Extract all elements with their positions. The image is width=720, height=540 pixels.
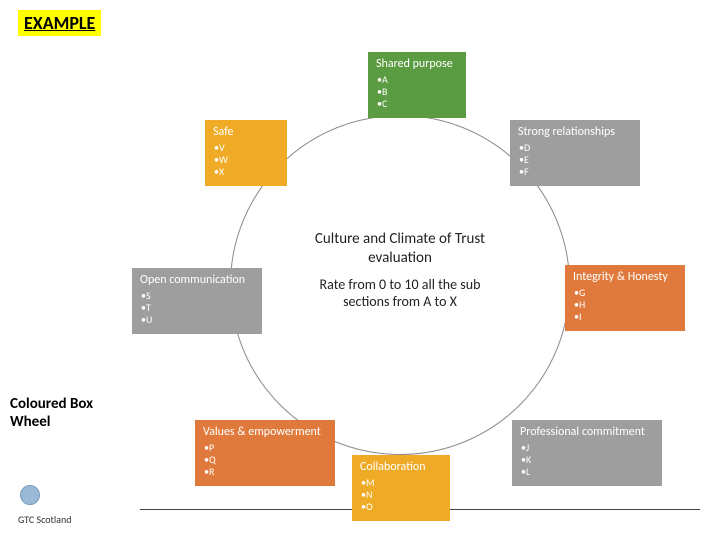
example-label: EXAMPLE: [18, 10, 101, 36]
box-bullet: •L: [520, 466, 654, 478]
box-title: Professional commitment: [520, 425, 654, 439]
box-bullet: •H: [573, 299, 677, 311]
box-collaboration: Collaboration•M•N•O: [352, 455, 450, 521]
box-shared-purpose: Shared purpose •A•B•C: [368, 52, 466, 118]
box-title: Values & empowerment: [203, 425, 327, 439]
wheel-caption: Coloured Box Wheel: [10, 395, 130, 431]
box-bullet: •J: [520, 442, 654, 454]
box-title: Shared purpose: [376, 57, 458, 71]
box-title: Strong relationships: [518, 125, 632, 139]
box-bullet: •T: [140, 302, 254, 314]
box-bullet: •K: [520, 454, 654, 466]
box-safe: Safe•V•W•X: [205, 120, 287, 186]
box-bullet: •R: [203, 466, 327, 478]
box-bullet: •D: [518, 142, 632, 154]
box-title: Collaboration: [360, 460, 442, 474]
box-title: Safe: [213, 125, 279, 139]
box-bullet: •I: [573, 311, 677, 323]
box-bullet: •O: [360, 501, 442, 513]
box-professional-commitment: Professional commitment •J•K•L: [512, 420, 662, 486]
box-bullet: •G: [573, 287, 677, 299]
box-bullet: •C: [376, 98, 458, 110]
box-bullet: •A: [376, 74, 458, 86]
box-strong-relationships: Strong relationships •D•E•F: [510, 120, 640, 186]
box-title: Integrity & Honesty: [573, 270, 677, 284]
box-bullet: •F: [518, 166, 632, 178]
center-title: Culture and Climate of Trust evaluation: [305, 230, 495, 268]
box-bullet: •X: [213, 166, 279, 178]
box-bullet: •Q: [203, 454, 327, 466]
box-bullet: •P: [203, 442, 327, 454]
box-title: Open communication: [140, 273, 254, 287]
box-bullet: •U: [140, 314, 254, 326]
box-bullet: •E: [518, 154, 632, 166]
center-text: Culture and Climate of Trust evaluation …: [305, 230, 495, 311]
box-bullet: •B: [376, 86, 458, 98]
box-bullet: •S: [140, 290, 254, 302]
box-integrity-honesty: Integrity & Honesty •G•H•I: [565, 265, 685, 331]
box-bullet: •M: [360, 477, 442, 489]
footer-text: GTC Scotland: [18, 513, 71, 526]
center-subtitle: Rate from 0 to 10 all the sub sections f…: [305, 276, 495, 311]
box-values-empowerment: Values & empowerment •P•Q•R: [195, 420, 335, 486]
box-open-communication: Open communication •S•T•U: [132, 268, 262, 334]
footer-dot-icon: [20, 485, 40, 505]
